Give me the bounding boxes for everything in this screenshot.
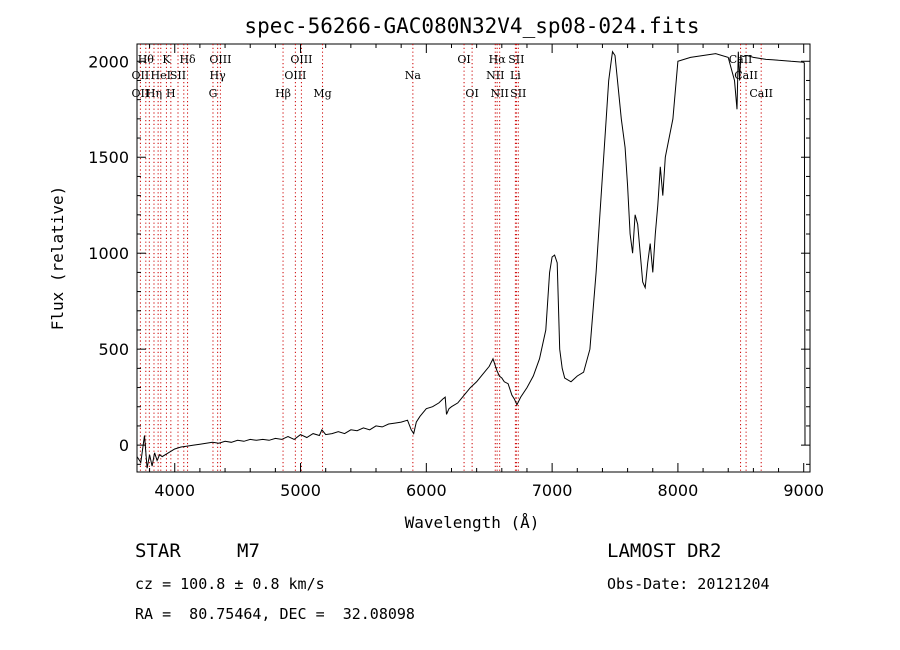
line-label: OIII xyxy=(284,69,306,82)
line-label: G xyxy=(209,87,218,100)
survey-name: LAMOST DR2 xyxy=(607,540,722,562)
spectrum-line xyxy=(136,50,806,469)
y-axis-label: Flux (relative) xyxy=(48,186,67,331)
line-label: Hγ xyxy=(210,69,227,82)
line-label: Hη xyxy=(146,87,162,100)
observation-date: Obs-Date: 20121204 xyxy=(607,575,770,593)
x-tick-label: 9000 xyxy=(783,481,824,500)
object-class: STAR xyxy=(135,540,181,562)
x-tick-label: 8000 xyxy=(658,481,699,500)
line-label: OIII xyxy=(290,53,312,66)
line-label: K xyxy=(162,53,171,66)
x-axis-label: Wavelength (Å) xyxy=(405,513,540,532)
y-axis-ticks: 0 500 1000 1500 2000 xyxy=(88,52,810,465)
sky-coordinates: RA = 80.75464, DEC = 32.08098 xyxy=(135,605,415,623)
line-label: Hδ xyxy=(179,53,196,66)
y-tick-label: 500 xyxy=(98,340,129,359)
line-label: Li xyxy=(510,69,521,82)
line-label: SII xyxy=(170,69,186,82)
line-label: OII xyxy=(132,87,150,100)
x-tick-label: 5000 xyxy=(280,481,321,500)
line-label: SII xyxy=(508,53,524,66)
x-tick-label: 4000 xyxy=(154,481,195,500)
line-label: OI xyxy=(465,87,478,100)
line-label: Mg xyxy=(313,87,331,100)
line-label: OII xyxy=(132,69,150,82)
line-label: CaII xyxy=(749,87,773,100)
emission-line-markers xyxy=(139,44,762,472)
x-tick-label: 7000 xyxy=(532,481,573,500)
y-tick-label: 1000 xyxy=(88,244,129,263)
y-tick-label: 0 xyxy=(119,436,129,455)
x-axis-ticks: 4000 5000 6000 7000 8000 9000 xyxy=(149,44,824,500)
line-label: OI xyxy=(457,53,470,66)
line-label: H xyxy=(166,87,176,100)
line-label: Hθ xyxy=(138,53,155,66)
line-label: HeI xyxy=(151,69,171,82)
x-tick-label: 6000 xyxy=(406,481,447,500)
line-label: OIII xyxy=(209,53,231,66)
object-subclass: M7 xyxy=(237,540,260,562)
chart-title: spec-56266-GAC080N32V4_sp08-024.fits xyxy=(244,14,699,38)
y-tick-label: 2000 xyxy=(88,52,129,71)
emission-line-labels: OII OII Hθ Hη HeI K H SII Hδ G Hγ OIII Hβ OIII OIII Mg N… xyxy=(132,53,773,100)
line-label: Na xyxy=(405,69,422,82)
line-label: NII xyxy=(491,87,509,100)
line-label: Hα xyxy=(489,53,507,66)
plot-frame xyxy=(136,43,811,473)
line-label: SII xyxy=(510,87,526,100)
line-label: Hβ xyxy=(275,87,291,100)
line-label: NII xyxy=(486,69,504,82)
y-tick-label: 1500 xyxy=(88,148,129,167)
redshift-velocity: cz = 100.8 ± 0.8 km/s xyxy=(135,575,325,593)
